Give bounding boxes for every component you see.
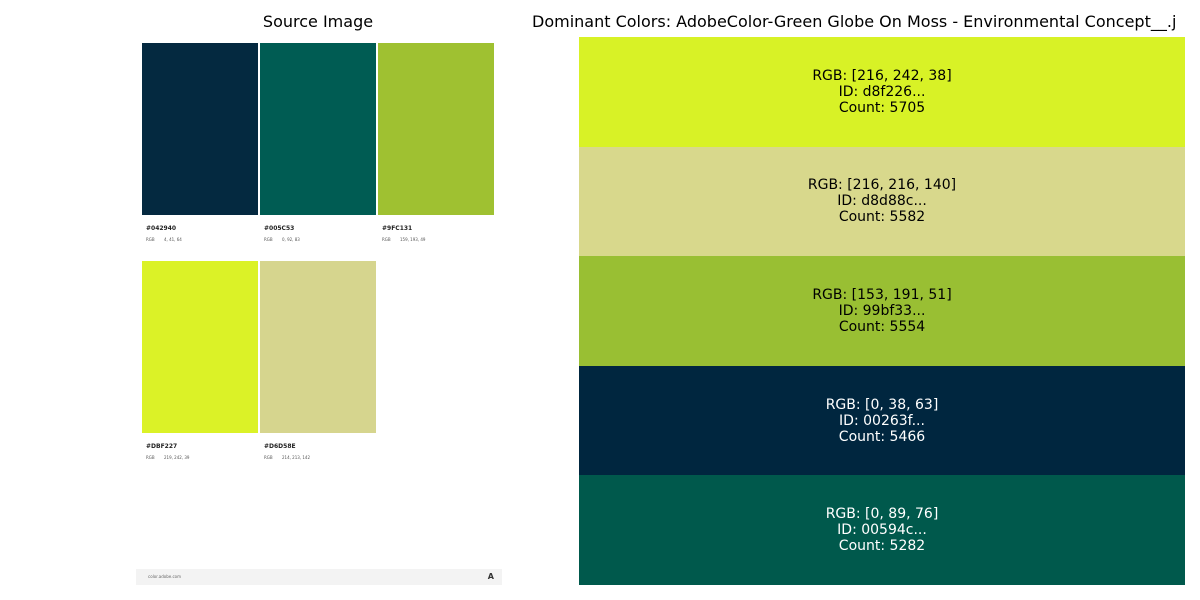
- swatch-card-1: #042940 RGB 4, 41, 64: [142, 43, 260, 242]
- source-image: #042940 RGB 4, 41, 64 #005C53 RGB 0, 92, 8…: [136, 36, 502, 586]
- swatch-rgb-3: RGB 159, 193, 49: [382, 237, 426, 242]
- color-band-1-rgb: RGB: [216, 242, 38]: [812, 67, 952, 84]
- swatch-color-4: [142, 261, 258, 433]
- color-band-3: RGB: [153, 191, 51] ID: 99bf33... Count:…: [579, 256, 1185, 366]
- swatch-hex-3: #9FC131: [382, 225, 413, 232]
- swatch-rgb-2: RGB 0, 92, 83: [264, 237, 300, 242]
- swatch-card-5: #D6D58E RGB 214, 213, 142: [260, 261, 378, 460]
- swatch-card-2: #005C53 RGB 0, 92, 83: [260, 43, 378, 242]
- dominant-colors-palette: RGB: [216, 242, 38] ID: d8f226... Count:…: [579, 37, 1185, 585]
- color-band-1-count: Count: 5705: [838, 99, 926, 116]
- swatch-card-4: #DBF227 RGB 219, 242, 39: [142, 261, 260, 460]
- footer-url: color.adobe.com: [148, 574, 182, 579]
- color-band-5-rgb: RGB: [0, 89, 76]: [825, 506, 939, 523]
- color-band-1-id: ID: d8f226...: [838, 83, 926, 100]
- swatch-rgb-1: RGB 4, 41, 64: [146, 237, 182, 242]
- swatch-color-1: [142, 43, 258, 215]
- color-band-2-count: Count: 5582: [838, 209, 926, 226]
- swatch-color-5: [260, 261, 376, 433]
- color-band-4-count: Count: 5466: [838, 428, 926, 445]
- swatch-hex-4: #DBF227: [146, 443, 178, 450]
- color-band-2-id: ID: d8d88c...: [837, 193, 927, 210]
- swatch-rgb-5: RGB 214, 213, 142: [264, 455, 310, 460]
- swatch-hex-1: #042940: [146, 225, 177, 232]
- color-band-5-id: ID: 00594c...: [837, 522, 927, 539]
- color-band-1: RGB: [216, 242, 38] ID: d8f226... Count:…: [579, 37, 1185, 147]
- swatch-card-3: #9FC131 RGB 159, 193, 49: [378, 43, 496, 242]
- color-band-3-rgb: RGB: [153, 191, 51]: [812, 286, 952, 303]
- color-band-2-rgb: RGB: [216, 216, 140]: [807, 177, 957, 194]
- dominant-colors-title: Dominant Colors: AdobeColor-Green Globe …: [532, 12, 1177, 31]
- color-band-4-id: ID: 00263f...: [839, 412, 925, 429]
- color-band-5-count: Count: 5282: [838, 538, 926, 555]
- swatch-hex-2: #005C53: [264, 225, 295, 232]
- color-band-4: RGB: [0, 38, 63] ID: 00263f... Count: 54…: [579, 365, 1185, 476]
- color-band-5: RGB: [0, 89, 76] ID: 00594c... Count: 52…: [579, 475, 1185, 585]
- color-band-4-rgb: RGB: [0, 38, 63]: [825, 396, 939, 413]
- source-image-title: Source Image: [262, 12, 374, 31]
- swatch-rgb-4: RGB 219, 242, 39: [146, 455, 190, 460]
- swatch-color-2: [260, 43, 376, 215]
- swatch-hex-5: #D6D58E: [264, 443, 296, 450]
- adobe-logo-icon: A: [487, 572, 494, 581]
- color-band-3-count: Count: 5554: [838, 318, 926, 335]
- color-band-2: RGB: [216, 216, 140] ID: d8d88c... Count…: [579, 146, 1185, 257]
- color-band-3-id: ID: 99bf33...: [838, 302, 926, 319]
- source-footer: color.adobe.com A: [136, 569, 502, 585]
- swatch-color-3: [378, 43, 494, 215]
